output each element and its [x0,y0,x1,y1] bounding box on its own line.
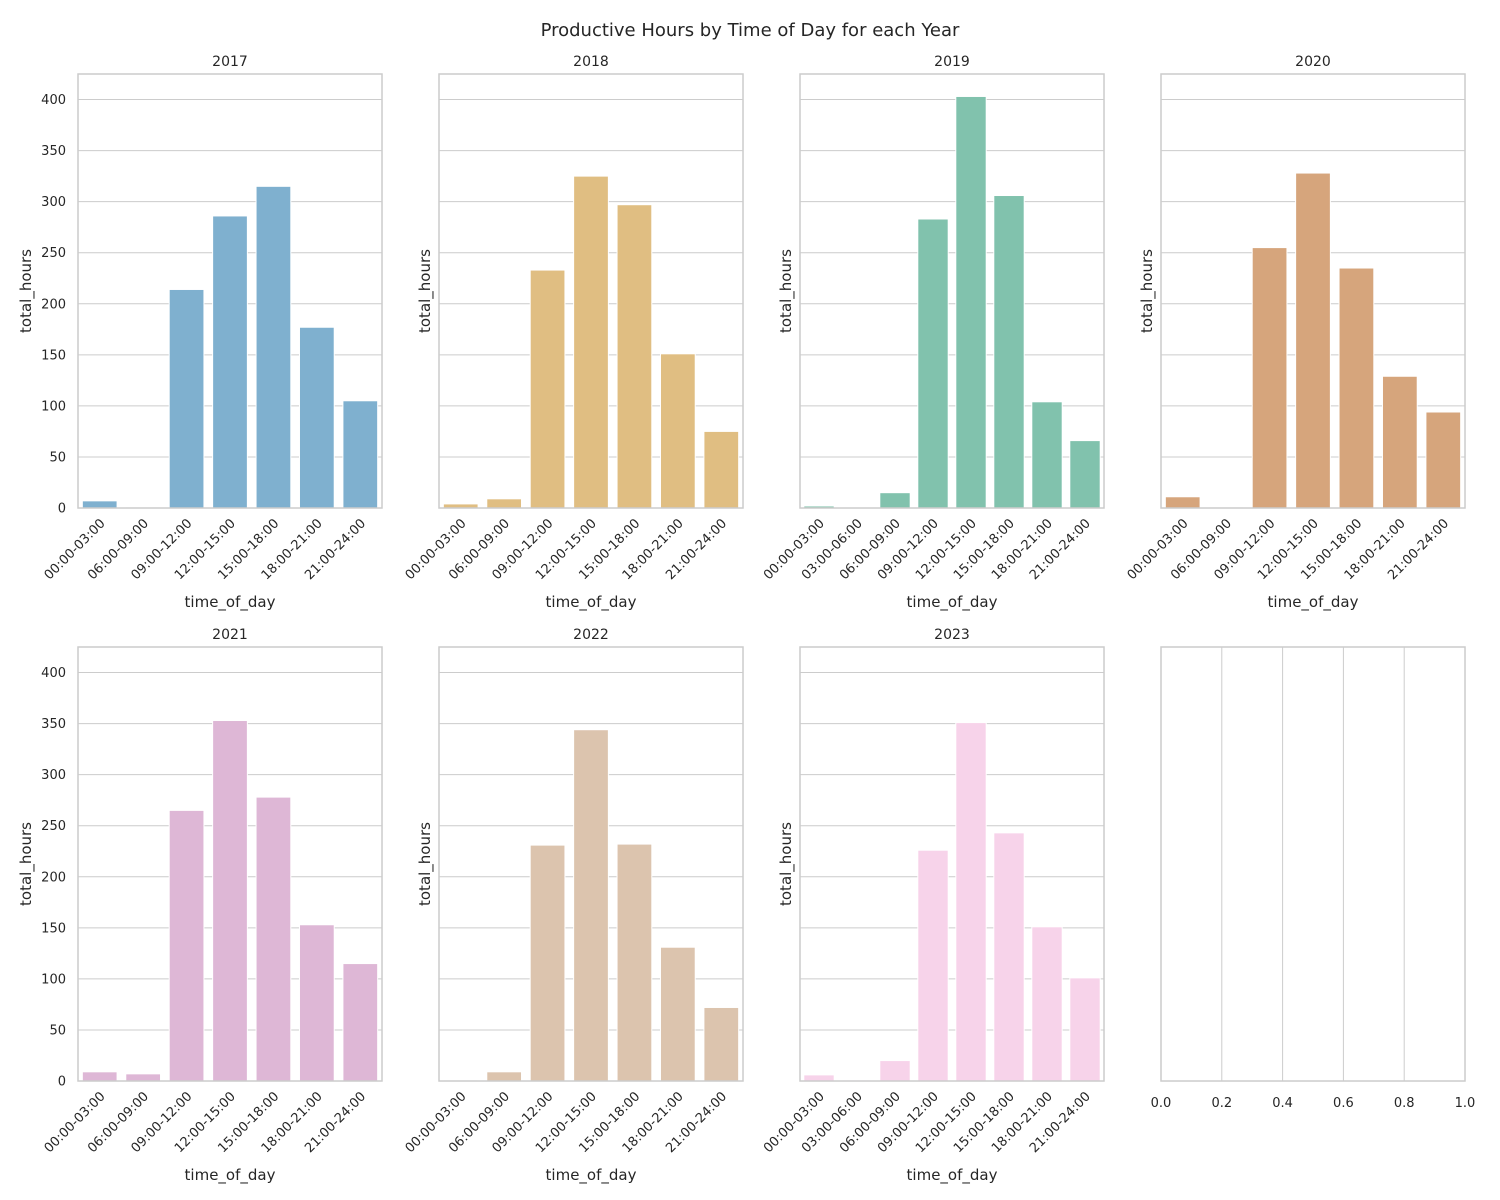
panel-4-bar-15:00-18:00 [1338,267,1375,509]
panel-7-bar-06:00-09:00 [879,1060,911,1082]
panel-2-bar-09:00-12:00 [529,269,566,509]
panel-6-frame [438,646,744,1082]
panel-5-bar-06:00-09:00 [125,1073,162,1082]
panel-6-bar-09:00-12:00 [529,844,566,1082]
panel-7-bar-00:00-03:00 [803,1074,835,1082]
panel-5-y-axis-label: total_hours [17,822,36,906]
panel-1-frame [77,73,383,509]
panel-7-bar-12:00-15:00 [955,722,987,1082]
panel-3-y-axis-label: total_hours [777,249,796,333]
panel-1-y-tick-label: 50 [49,450,66,465]
panel-1-bar-18:00-21:00 [298,326,335,509]
panel-6-bar-18:00-21:00 [659,946,696,1082]
panel-8-x-tick-label: 0.8 [1394,1096,1415,1111]
panel-1-bar-21:00-24:00 [342,400,379,509]
panel-3-bar-15:00-18:00 [993,195,1025,509]
panel-5-y-tick-label: 400 [41,666,66,681]
panel-7-x-axis-label: time_of_day [907,1166,998,1185]
panel-1-x-axis-label: time_of_day [185,593,276,612]
panel-3-bar-12:00-15:00 [955,95,987,509]
panel-4-bar-18:00-21:00 [1381,375,1418,509]
panel-5-y-tick-label: 250 [41,819,66,834]
panel-2-bar-12:00-15:00 [573,175,609,509]
panel-5-y-tick-label: 0 [58,1075,66,1090]
panel-4-bar-12:00-15:00 [1295,172,1331,509]
panel-5-bar-15:00-18:00 [255,796,292,1082]
panel-1-y-tick-label: 400 [41,93,66,108]
panel-5-bar-09:00-12:00 [168,809,205,1082]
panel-1-y-axis-label: total_hours [17,249,36,333]
panel-1-bar-12:00-15:00 [212,215,248,509]
panel-4-frame [1160,73,1466,509]
panel-4-bar-09:00-12:00 [1251,247,1288,509]
panel-5-frame [77,646,383,1082]
panel-3-bar-06:00-09:00 [879,492,911,509]
panel-1-bar-09:00-12:00 [168,288,205,509]
panel-7-title: 2023 [934,627,970,643]
panel-1-y-tick-label: 300 [41,195,66,210]
panel-1-y-tick-label: 350 [41,144,66,159]
panel-4-bar-00:00-03:00 [1164,496,1201,509]
panel-1-bar-00:00-03:00 [81,500,118,509]
panel-5-bar-21:00-24:00 [342,963,379,1082]
panel-5-title: 2021 [212,627,248,643]
panel-7-bar-21:00-24:00 [1069,977,1101,1082]
panel-2-title: 2018 [573,54,609,70]
panel-3-frame [799,73,1105,509]
panel-1-title: 2017 [212,54,248,70]
panel-5-y-tick-label: 200 [41,870,66,885]
panel-8-x-tick-label: 0.4 [1272,1096,1293,1111]
panel-3-bar-09:00-12:00 [917,218,949,509]
panel-6-y-axis-label: total_hours [416,822,435,906]
panel-3-bar-21:00-24:00 [1069,440,1101,509]
panel-7-bar-15:00-18:00 [993,832,1025,1082]
panel-7-frame [799,646,1105,1082]
panel-8-x-tick-label: 0.2 [1211,1096,1232,1111]
panel-7-bar-09:00-12:00 [917,849,949,1082]
panel-7-y-axis-label: total_hours [777,822,796,906]
panel-1-y-tick-label: 0 [58,502,66,517]
panel-2-y-axis-label: total_hours [416,249,435,333]
panel-8-x-tick-label: 0.0 [1151,1096,1172,1111]
panel-5-y-tick-label: 350 [41,717,66,732]
panel-2-bar-06:00-09:00 [486,498,523,509]
panel-5-bar-00:00-03:00 [81,1071,118,1082]
panel-6-x-axis-label: time_of_day [546,1166,637,1185]
panel-5-y-tick-label: 300 [41,768,66,783]
panel-5-y-tick-label: 50 [49,1023,66,1038]
figure-title: Productive Hours by Time of Day for each… [540,20,960,41]
panel-5-x-axis-label: time_of_day [185,1166,276,1185]
panel-5-y-tick-label: 150 [41,921,66,936]
panel-1-y-tick-label: 250 [41,246,66,261]
panel-5-y-tick-label: 100 [41,972,66,987]
panel-8-frame [1160,646,1466,1082]
panel-5-bar-12:00-15:00 [212,720,248,1082]
panel-7-bar-18:00-21:00 [1031,926,1063,1082]
panel-6-bar-12:00-15:00 [573,729,609,1082]
panel-4-x-axis-label: time_of_day [1268,593,1359,612]
panel-1-y-tick-label: 100 [41,399,66,414]
panel-6-bar-06:00-09:00 [486,1071,523,1082]
panel-6-bar-15:00-18:00 [616,843,653,1082]
panel-2-x-axis-label: time_of_day [546,593,637,612]
panel-4-title: 2020 [1295,54,1331,70]
panel-8-x-tick-label: 0.6 [1333,1096,1354,1111]
panel-8-x-tick-label: 1.0 [1455,1096,1476,1111]
panel-1-y-tick-label: 150 [41,348,66,363]
panel-2-bar-18:00-21:00 [659,353,696,509]
panel-1-bar-15:00-18:00 [255,185,292,509]
panel-2-frame [438,73,744,509]
panel-6-title: 2022 [573,627,609,643]
panel-6-bar-21:00-24:00 [703,1006,740,1082]
panel-2-bar-21:00-24:00 [703,430,740,509]
panel-3-title: 2019 [934,54,970,70]
panel-4-bar-21:00-24:00 [1425,411,1462,509]
panel-3-x-axis-label: time_of_day [907,593,998,612]
panel-2-bar-15:00-18:00 [616,204,653,509]
panel-5-bar-18:00-21:00 [298,924,335,1082]
panel-1-y-tick-label: 200 [41,297,66,312]
panel-3-bar-18:00-21:00 [1031,401,1063,509]
panel-4-y-axis-label: total_hours [1138,249,1157,333]
